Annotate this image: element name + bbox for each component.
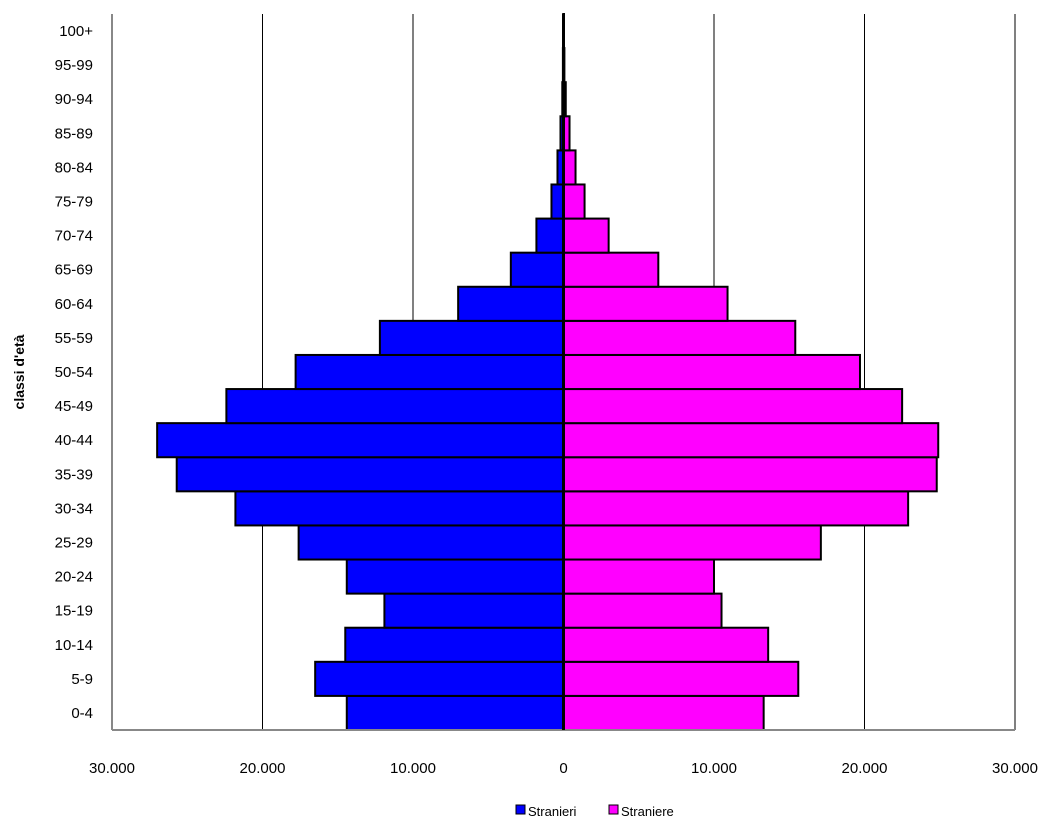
legend-swatch-straniere — [608, 804, 619, 815]
y-tick-label: 50-54 — [55, 364, 93, 381]
bar-straniere-35-39 — [562, 456, 938, 493]
x-tick-labels: 30.000 20.000 10.000 0 10.000 20.000 30.000 — [89, 760, 1038, 777]
y-tick-label: 65-69 — [55, 262, 93, 279]
bar-stranieri-70-74 — [535, 217, 565, 254]
bar-straniere-30-34 — [562, 490, 910, 527]
y-tick-label: 95-99 — [55, 57, 93, 74]
x-tick-label: 20.000 — [240, 760, 286, 777]
y-tick-label: 60-64 — [55, 296, 93, 313]
bar-straniere-55-59 — [562, 319, 797, 356]
bar-straniere-70-74 — [562, 217, 610, 254]
y-tick-label: 100+ — [59, 23, 93, 40]
legend-label-stranieri: Stranieri — [528, 804, 577, 819]
x-tick-label: 10.000 — [691, 760, 737, 777]
bar-straniere-65-69 — [562, 251, 660, 288]
y-tick-label: 25-29 — [55, 534, 93, 551]
bar-straniere-80-84 — [562, 149, 577, 186]
axes — [111, 14, 1015, 731]
bar-stranieri-55-59 — [378, 319, 565, 356]
bar-straniere-25-29 — [562, 524, 822, 561]
x-tick-label: 30.000 — [89, 760, 135, 777]
x-tick-label: 10.000 — [390, 760, 436, 777]
y-tick-label: 75-79 — [55, 194, 93, 211]
y-tick-label: 35-39 — [55, 466, 93, 483]
bar-stranieri-0-4 — [345, 694, 565, 732]
y-tick-label: 10-14 — [55, 637, 93, 654]
y-tick-label: 30-34 — [55, 500, 93, 517]
legend-swatch-stranieri — [515, 804, 526, 815]
bar-straniere-50-54 — [562, 353, 861, 391]
y-tick-label: 85-89 — [55, 125, 93, 142]
y-tick-label: 55-59 — [55, 330, 93, 347]
bar-stranieri-25-29 — [297, 524, 565, 561]
bar-stranieri-15-19 — [383, 592, 565, 629]
y-tick-label: 5-9 — [71, 671, 93, 688]
bar-stranieri-5-9 — [314, 660, 565, 697]
bar-straniere-20-24 — [562, 558, 715, 595]
bars — [156, 13, 940, 732]
bar-straniere-0-4 — [562, 694, 765, 732]
bar-straniere-75-79 — [562, 183, 586, 220]
bar-stranieri-75-79 — [550, 183, 565, 220]
y-tick-label: 20-24 — [55, 569, 93, 586]
x-tick-label: 30.000 — [992, 760, 1038, 777]
bar-stranieri-35-39 — [175, 456, 565, 493]
legend: Stranieri Straniere — [515, 804, 674, 819]
x-tick-label: 20.000 — [842, 760, 888, 777]
y-tick-label: 70-74 — [55, 228, 93, 245]
legend-label-straniere: Straniere — [621, 804, 674, 819]
bar-stranieri-40-44 — [156, 422, 565, 459]
y-tick-label: 45-49 — [55, 398, 93, 415]
bar-stranieri-60-64 — [457, 285, 565, 322]
y-tick-label: 40-44 — [55, 432, 93, 449]
bar-stranieri-30-34 — [234, 490, 565, 527]
bar-straniere-10-14 — [562, 626, 770, 663]
bar-straniere-15-19 — [562, 592, 723, 629]
bar-stranieri-45-49 — [225, 388, 565, 425]
y-tick-label: 90-94 — [55, 91, 93, 108]
y-tick-label: 0-4 — [71, 705, 93, 722]
bar-stranieri-50-54 — [294, 353, 565, 391]
bar-straniere-5-9 — [562, 660, 800, 697]
y-tick-label: 80-84 — [55, 159, 93, 176]
y-axis-label: classi d'età — [11, 334, 27, 409]
bar-stranieri-10-14 — [344, 626, 565, 663]
bar-stranieri-65-69 — [509, 251, 565, 288]
y-tick-labels: 0-4 5-9 10-14 15-19 20-24 25-29 30-34 35-39 40-4… — [55, 23, 94, 722]
bar-straniere-40-44 — [562, 422, 940, 459]
bar-straniere-60-64 — [562, 285, 729, 322]
bar-straniere-45-49 — [562, 388, 904, 425]
x-tick-label: 0 — [559, 760, 567, 777]
y-tick-label: 15-19 — [55, 603, 93, 620]
bar-stranieri-20-24 — [345, 558, 565, 595]
